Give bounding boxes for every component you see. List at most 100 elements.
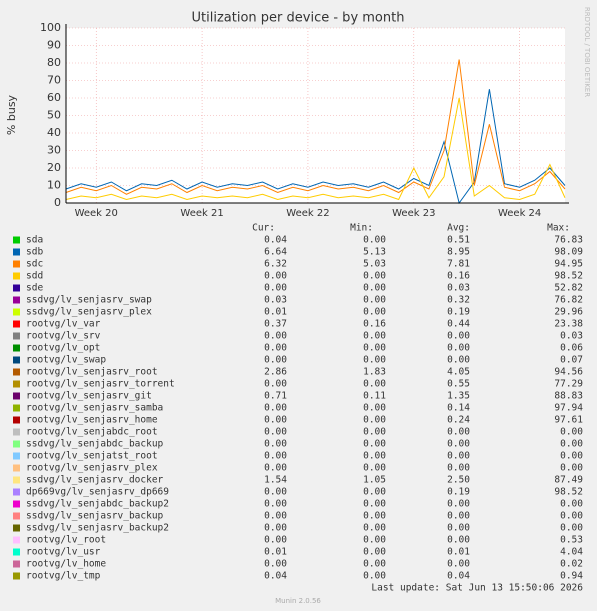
stat-value: 0.00	[264, 427, 287, 438]
legend-swatch	[13, 440, 20, 448]
stat-value: 2.50	[447, 475, 470, 486]
legend-swatch	[13, 368, 20, 376]
stat-value: 0.00	[447, 439, 470, 450]
stat-value: 0.00	[264, 535, 287, 546]
legend-label: rootvg/lv_senjasrv_root	[26, 367, 158, 378]
legend-swatch	[13, 476, 20, 484]
legend-label: rootvg/lv_var	[26, 319, 101, 330]
legend-swatch	[13, 524, 20, 532]
stat-value: 0.06	[560, 343, 583, 354]
stat-value: 0.00	[264, 343, 287, 354]
stat-value: 0.00	[363, 499, 386, 510]
series-line	[65, 89, 566, 205]
stat-value: 87.49	[554, 475, 583, 486]
stat-value: 0.00	[264, 523, 287, 534]
stat-value: 0.00	[363, 523, 386, 534]
stat-value: 0.00	[363, 415, 386, 426]
legend-swatch	[13, 332, 20, 340]
stat-value: 1.35	[447, 391, 470, 402]
stat-value: 0.00	[363, 535, 386, 546]
stat-value: 0.01	[447, 547, 470, 558]
legend-swatch	[13, 236, 20, 244]
stat-value: 0.00	[560, 439, 583, 450]
stat-value: 0.00	[264, 403, 287, 414]
stat-value: 52.82	[554, 283, 583, 294]
stat-value: 76.82	[554, 295, 583, 306]
x-tick-label: Week 22	[286, 208, 329, 219]
legend-label: ssdvg/lv_senjasrv_plex	[26, 307, 152, 318]
legend-swatch	[13, 548, 20, 556]
stat-value: 0.00	[264, 463, 287, 474]
legend-label: dp669vg/lv_senjasrv_dp669	[26, 487, 169, 498]
legend-label: ssdvg/lv_senjasrv_docker	[26, 475, 164, 486]
stat-value: 0.00	[363, 487, 386, 498]
legend-swatch	[13, 404, 20, 412]
stat-value: 4.04	[560, 547, 583, 558]
stat-value: 0.01	[264, 547, 287, 558]
stat-value: 8.95	[447, 247, 470, 258]
stat-value: 0.00	[560, 523, 583, 534]
x-tick-label: Week 20	[75, 208, 118, 219]
stat-value: 0.00	[447, 535, 470, 546]
y-tick-label: 30	[47, 144, 61, 157]
stat-value: 97.94	[554, 403, 583, 414]
x-tick-label: Week 23	[392, 208, 435, 219]
stat-value: 5.13	[363, 247, 386, 258]
stat-header: Cur:	[252, 223, 275, 234]
legend-label: rootvg/lv_root	[26, 535, 106, 546]
x-tick-label: Week 21	[180, 208, 223, 219]
stat-value: 6.64	[264, 247, 287, 258]
stat-value: 0.14	[447, 403, 470, 414]
legend-label: rootvg/lv_senjabdc_root	[26, 427, 158, 438]
last-update: Last update: Sat Jun 13 15:50:06 2026	[371, 583, 583, 594]
legend-label: sdb	[26, 247, 43, 258]
stat-value: 0.55	[447, 379, 470, 390]
stat-value: 0.19	[447, 307, 470, 318]
stat-value: 0.00	[363, 463, 386, 474]
stat-value: 6.32	[264, 259, 287, 270]
legend-label: sda	[26, 235, 43, 246]
stat-value: 0.16	[363, 319, 386, 330]
stat-value: 0.00	[363, 559, 386, 570]
stat-value: 94.56	[554, 367, 583, 378]
stat-value: 1.83	[363, 367, 386, 378]
stat-value: 0.00	[363, 295, 386, 306]
stat-value: 0.16	[447, 271, 470, 282]
legend-swatch	[13, 272, 20, 280]
y-tick-label: 100	[40, 21, 61, 34]
legend-label: ssdvg/lv_senjasrv_backup	[26, 511, 164, 522]
legend-label: rootvg/lv_senjasrv_plex	[26, 463, 158, 474]
stat-value: 0.00	[363, 439, 386, 450]
legend-swatch	[13, 560, 20, 568]
stat-value: 0.32	[447, 295, 470, 306]
stat-value: 0.00	[447, 451, 470, 462]
legend-label: rootvg/lv_senjasrv_samba	[26, 403, 163, 414]
stat-value: 0.51	[447, 235, 470, 246]
y-tick-label: 80	[47, 56, 61, 69]
legend-label: sdc	[26, 259, 43, 270]
stat-value: 1.05	[363, 475, 386, 486]
y-tick-label: 70	[47, 74, 61, 87]
stat-value: 0.00	[560, 511, 583, 522]
legend-swatch	[13, 572, 20, 580]
legend-label: rootvg/lv_senjasrv_torrent	[26, 379, 175, 390]
stat-value: 0.00	[363, 331, 386, 342]
stat-value: 23.38	[554, 319, 583, 330]
stat-value: 0.04	[264, 571, 287, 582]
stat-value: 0.07	[560, 355, 583, 366]
legend-label: rootvg/lv_home	[26, 559, 106, 570]
stat-value: 94.95	[554, 259, 583, 270]
stat-value: 0.03	[447, 283, 470, 294]
y-tick-label: 0	[54, 196, 61, 209]
stat-value: 0.00	[447, 559, 470, 570]
stat-value: 0.00	[447, 427, 470, 438]
stat-value: 0.00	[264, 379, 287, 390]
stat-value: 5.03	[363, 259, 386, 270]
stat-value: 0.00	[264, 283, 287, 294]
stat-value: 98.52	[554, 271, 583, 282]
stat-value: 0.00	[560, 427, 583, 438]
legend-swatch	[13, 452, 20, 460]
stat-value: 98.52	[554, 487, 583, 498]
legend-swatch	[13, 260, 20, 268]
series-line	[65, 97, 566, 201]
